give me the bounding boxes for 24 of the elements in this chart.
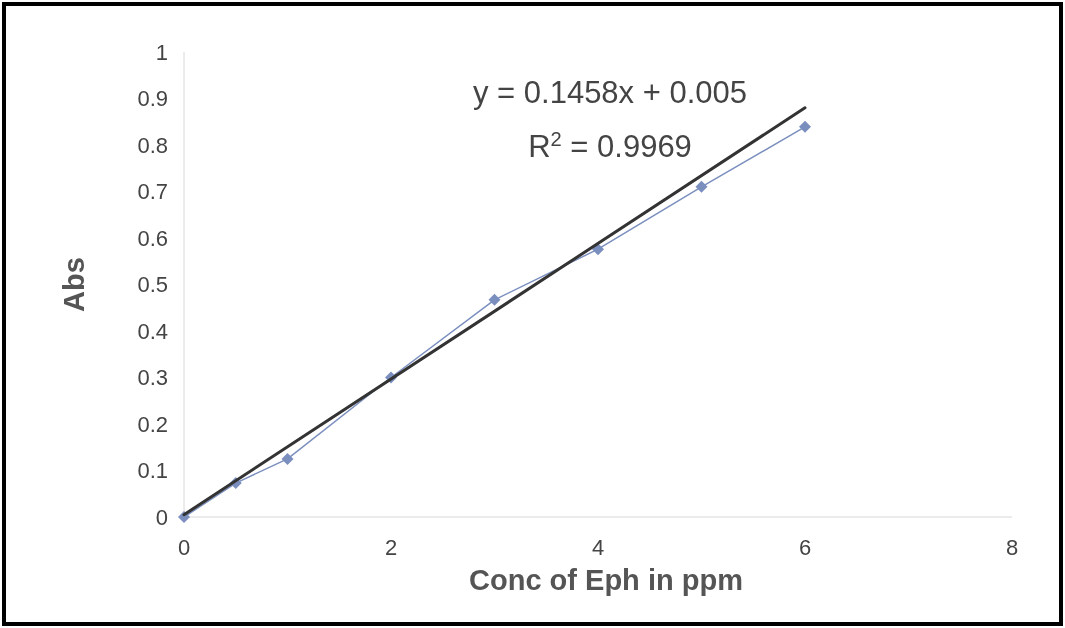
y-axis-title: Abs (58, 257, 90, 312)
x-tick-label: 2 (384, 535, 398, 560)
point (695, 180, 708, 193)
y-tick-label: 0.4 (137, 318, 168, 344)
annotation: R$^{2}$ = 0.9969 (528, 128, 692, 164)
point (488, 293, 501, 306)
x-tick-label: 8 (1005, 535, 1019, 560)
y-tick-label: 0.2 (137, 411, 168, 437)
y-tick-label: 0.7 (137, 179, 168, 204)
annotation: y = 0.1458x + 0.005 (472, 75, 748, 110)
x-tick-label: 4 (591, 535, 605, 560)
point (799, 120, 811, 133)
point (281, 452, 294, 465)
x-tick-label: 6 (798, 535, 812, 560)
y-tick-label: 0.1 (137, 458, 168, 483)
y-tick-label: 1 (155, 39, 168, 65)
y-tick-label: 0.6 (137, 225, 168, 251)
y-tick-label: 0.5 (137, 272, 168, 297)
y-tick-label: 0.3 (137, 365, 168, 390)
x-axis-title: Conc of Eph in ppm (469, 564, 743, 596)
y-tick-label: 0 (155, 504, 168, 530)
x-tick-label: 0 (177, 535, 191, 560)
y-tick-label: 0.9 (137, 86, 168, 111)
y-tick-label: 0.8 (137, 132, 168, 158)
